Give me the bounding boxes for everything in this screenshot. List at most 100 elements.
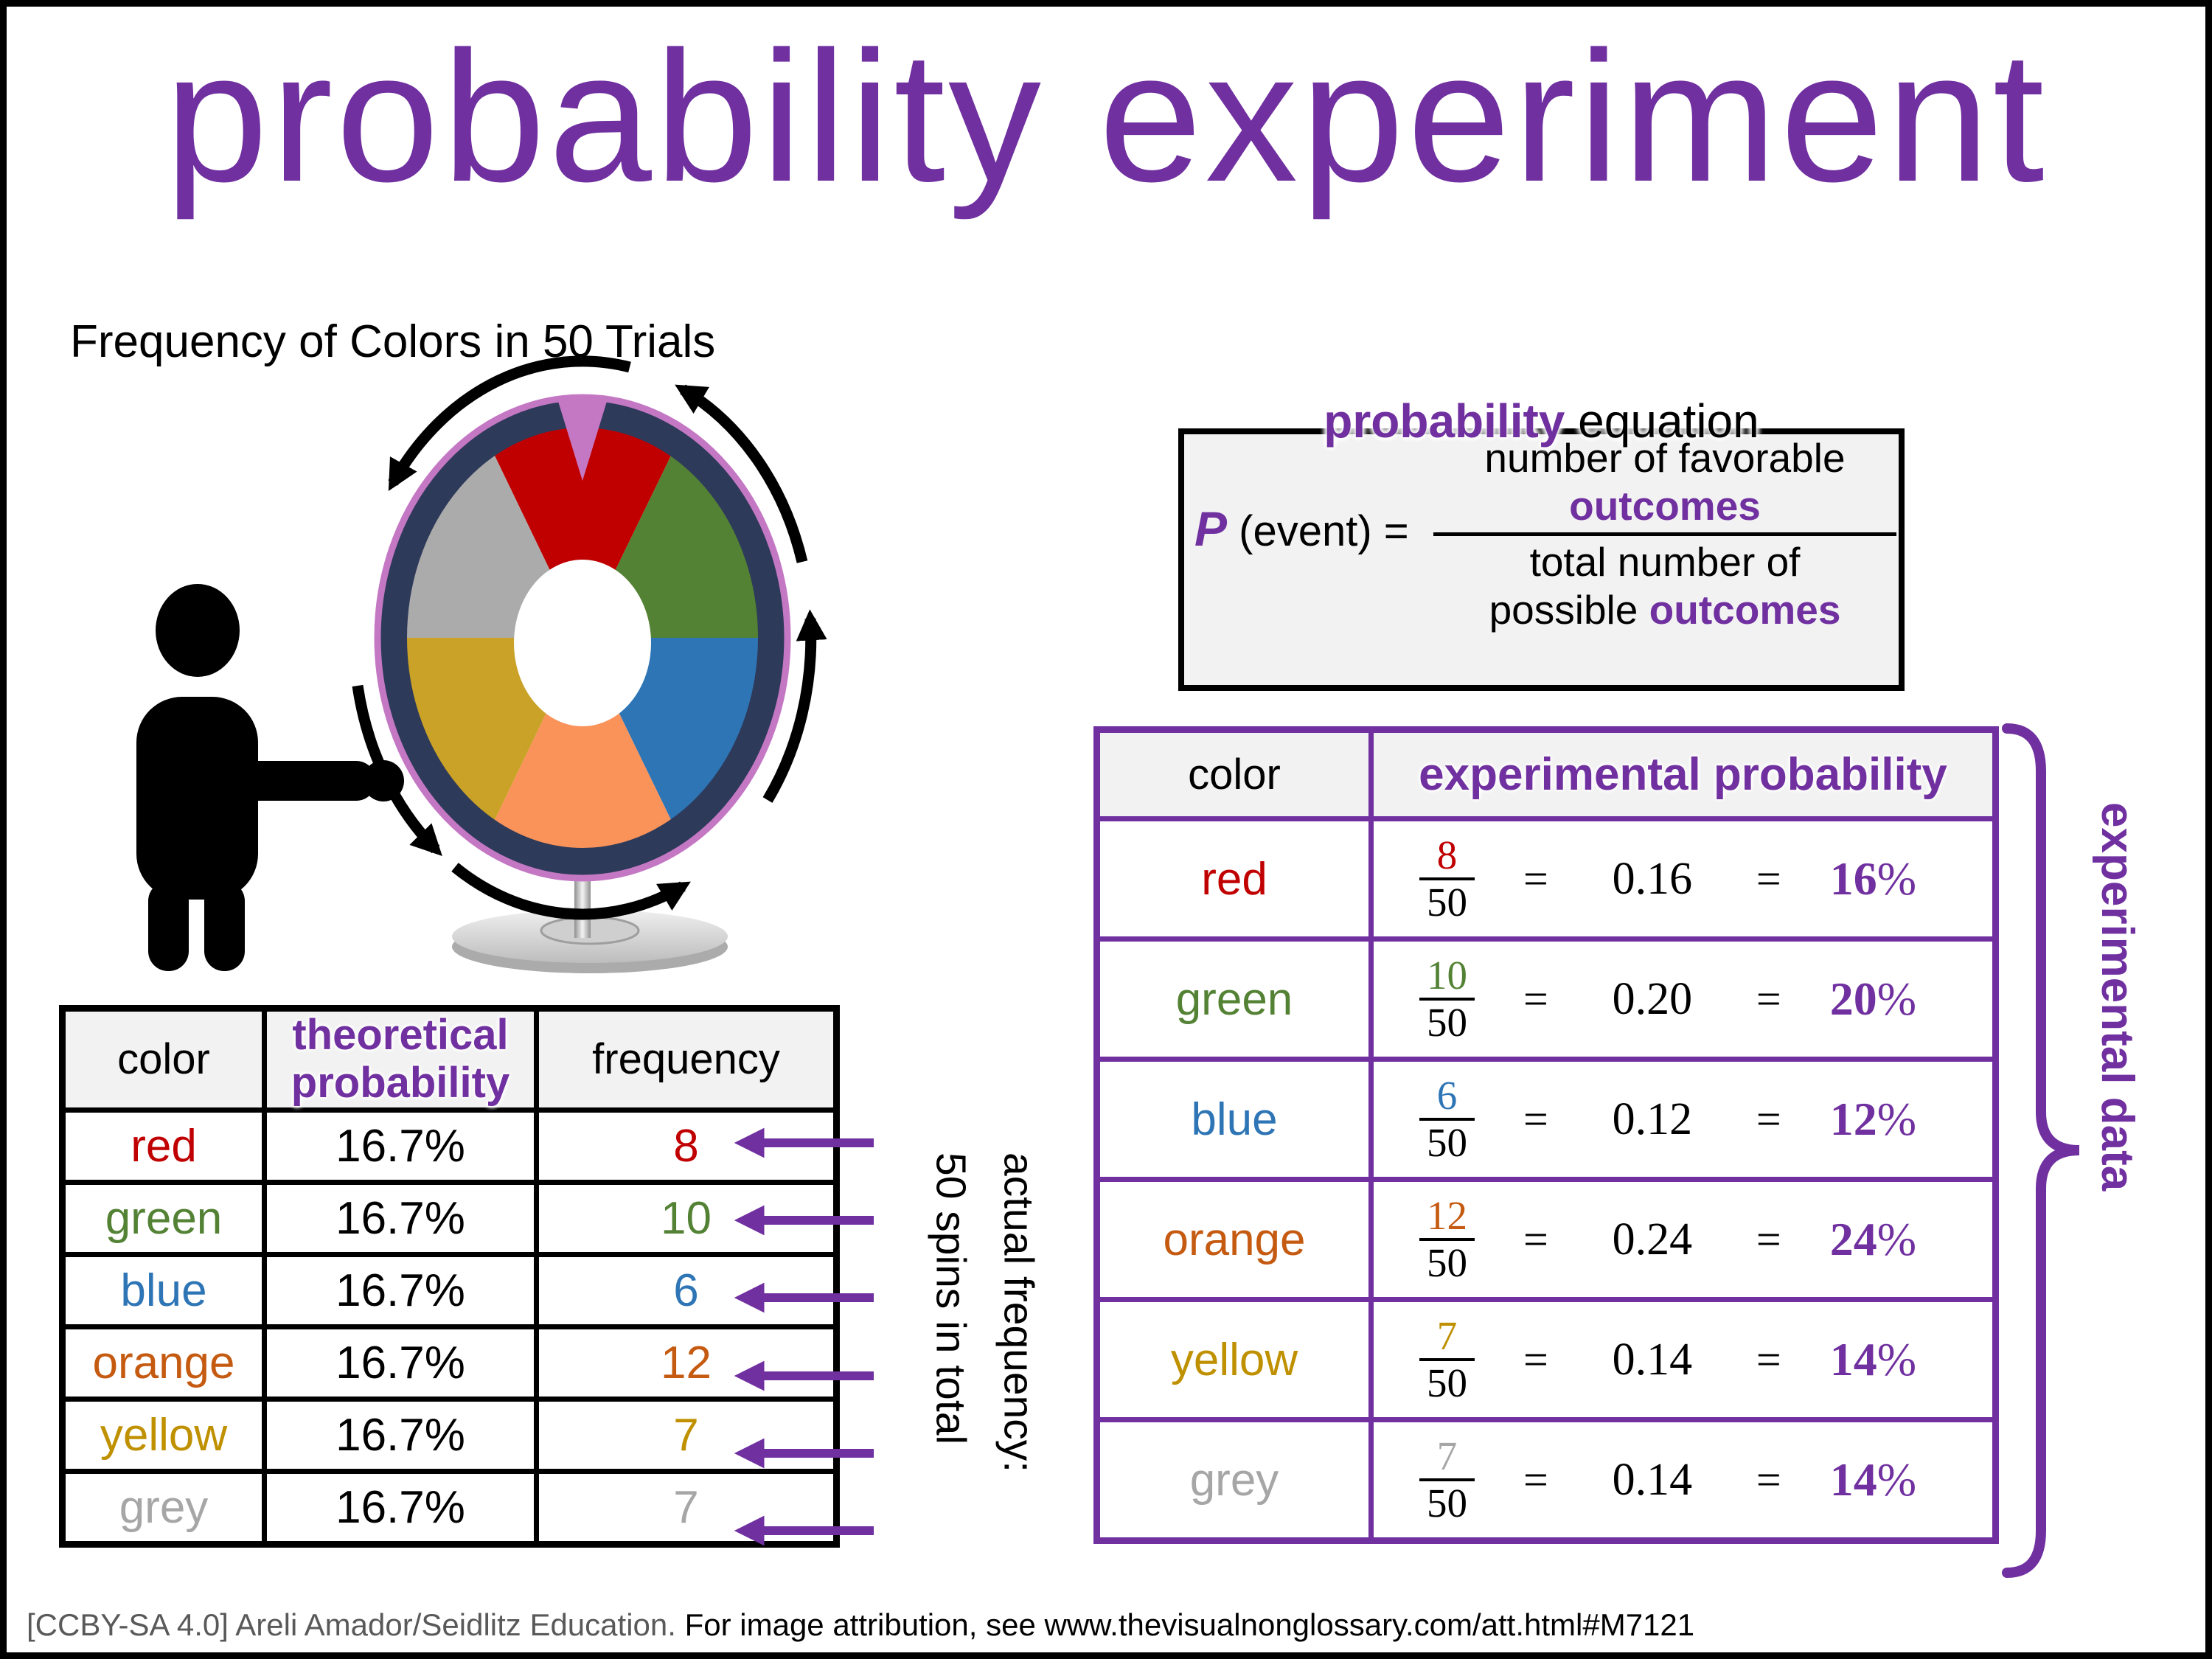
color-label: red	[60, 1107, 267, 1185]
spin-arrow-top-left	[388, 355, 631, 491]
equals-sign: =	[1756, 1455, 1781, 1504]
spin-arrow-right	[762, 609, 827, 803]
frequency-value: 7	[534, 1396, 839, 1474]
fraction-bar	[1433, 532, 1896, 536]
percent-value: 14%	[1830, 1332, 1916, 1387]
equals-sign: =	[1523, 1335, 1548, 1384]
denominator-line-2: possible outcomes	[1433, 586, 1896, 634]
table-row: grey 7 50 = 0.14 = 14%	[1094, 1417, 1998, 1543]
table-row: blue 6 50 = 0.12 = 12%	[1094, 1057, 1998, 1182]
denominator-line-1: total number of	[1529, 539, 1801, 585]
probability-cell: 8 50 = 0.16 = 16%	[1374, 833, 1992, 925]
wheel-segment-grey	[403, 453, 582, 638]
equation-lhs: P (event) =	[1194, 499, 1409, 558]
denominator-plain: possible	[1489, 587, 1649, 633]
header-experimental-probability: experimental probability	[1368, 727, 1998, 821]
percent-sign: %	[1877, 1453, 1916, 1506]
wheel-segment-green	[582, 453, 762, 638]
license-text: [CCBY-SA 4.0] Areli Amador/Seidlitz Educ…	[27, 1607, 676, 1642]
fraction: 8 50	[1419, 833, 1475, 925]
person-torso	[136, 697, 258, 900]
theoretical-value: 16.7%	[262, 1468, 539, 1547]
probability-cell: 7 50 = 0.14 = 14%	[1374, 1314, 1992, 1405]
fraction-numerator: 7	[1436, 1433, 1458, 1478]
stand-pole	[574, 866, 591, 947]
frequency-value: 12	[534, 1324, 839, 1402]
fraction-numerator: 12	[1427, 1193, 1467, 1238]
color-label: yellow	[1094, 1297, 1374, 1422]
equals-sign: =	[1756, 1094, 1781, 1144]
frequency-value: 8	[534, 1107, 839, 1185]
fraction: 7 50	[1419, 1434, 1475, 1526]
color-label: green	[1094, 936, 1374, 1062]
equation-box-title: probability equation	[1178, 394, 1905, 448]
table-row: orange 12 50 = 0.24 = 24%	[1094, 1177, 1998, 1302]
percent-sign: %	[1877, 852, 1916, 905]
percent-number: 14	[1829, 1453, 1877, 1506]
percent-sign: %	[1877, 973, 1916, 1025]
spin-arrow-left	[352, 684, 442, 856]
table-row: green 10 50 = 0.20 = 20%	[1094, 936, 1998, 1062]
percent-sign: %	[1877, 1213, 1916, 1265]
spin-arrow-bottom	[451, 863, 691, 920]
table-row: blue 16.7% 6	[60, 1251, 839, 1329]
probability-cell: 12 50 = 0.24 = 24%	[1374, 1194, 1992, 1285]
denominator-highlight: outcomes	[1649, 587, 1841, 633]
table-row: orange 16.7% 12	[60, 1324, 839, 1402]
fraction-denominator: 50	[1419, 1238, 1475, 1285]
table-row: red 16.7% 8	[60, 1107, 839, 1185]
wheel-hub	[514, 560, 651, 726]
experimental-probability-table: color experimental probability red 8 50 =…	[1093, 726, 1999, 1544]
attribution-footer: [CCBY-SA 4.0] Areli Amador/Seidlitz Educ…	[27, 1607, 1694, 1643]
person-arm	[218, 761, 376, 801]
fraction: 6 50	[1419, 1074, 1475, 1165]
fraction: 12 50	[1419, 1194, 1475, 1285]
color-label: orange	[60, 1324, 267, 1402]
percent-value: 16%	[1830, 852, 1916, 906]
equals-sign: =	[1756, 854, 1781, 903]
equation-title-highlight: probability	[1324, 394, 1565, 448]
fraction-numerator: 10	[1427, 953, 1467, 998]
equals-sign: =	[1756, 974, 1781, 1023]
annotation-line-2: 50 spins in total	[927, 1152, 975, 1445]
color-label: blue	[60, 1251, 267, 1329]
header-frequency: frequency	[534, 1006, 839, 1113]
stand-pole-front	[574, 870, 591, 938]
percent-number: 16	[1829, 852, 1877, 905]
color-label: grey	[60, 1468, 267, 1547]
theoretical-value: 16.7%	[262, 1324, 539, 1402]
table-row: grey 16.7% 7	[60, 1468, 839, 1547]
color-label: grey	[1094, 1417, 1374, 1543]
percent-value: 14%	[1830, 1453, 1916, 1507]
stand-base	[452, 910, 728, 963]
color-label: yellow	[60, 1396, 267, 1474]
wheel-segment-orange	[493, 638, 672, 852]
table-header-row: color theoretical probability frequency	[60, 1006, 839, 1113]
table-row: red 8 50 = 0.16 = 16%	[1094, 816, 1998, 942]
fraction-numerator: 8	[1436, 832, 1458, 877]
experimental-data-brace	[2002, 723, 2080, 1578]
wheel-outline	[374, 394, 791, 882]
wheel-rim	[378, 398, 787, 877]
percent-number: 24	[1829, 1213, 1877, 1265]
fraction-denominator: 50	[1419, 1118, 1475, 1165]
header-theoretical-probability: theoretical probability	[262, 1006, 539, 1113]
equation-title-rest: equation	[1565, 394, 1759, 448]
theoretical-value: 16.7%	[262, 1107, 539, 1185]
page-title: probability experiment	[164, 13, 2048, 220]
actual-frequency-annotation: actual frequency: 50 spins in total	[917, 1152, 1053, 1554]
annotation-line-1: actual frequency:	[995, 1152, 1043, 1473]
attribution-text: For image attribution, see www.thevisual…	[684, 1607, 1695, 1642]
probability-symbol: P	[1194, 501, 1228, 556]
spinner-stand	[452, 866, 728, 973]
percent-value: 20%	[1830, 972, 1916, 1026]
percent-sign: %	[1877, 1093, 1916, 1145]
stand-base-edge	[452, 920, 728, 973]
percent-number: 20	[1829, 973, 1877, 1025]
wheel-segment-red	[493, 424, 672, 638]
spinner-caption: Frequency of Colors in 50 Trials	[70, 316, 716, 367]
percent-number: 12	[1829, 1093, 1877, 1145]
person-head	[156, 584, 240, 677]
spin-arrows	[352, 355, 827, 920]
